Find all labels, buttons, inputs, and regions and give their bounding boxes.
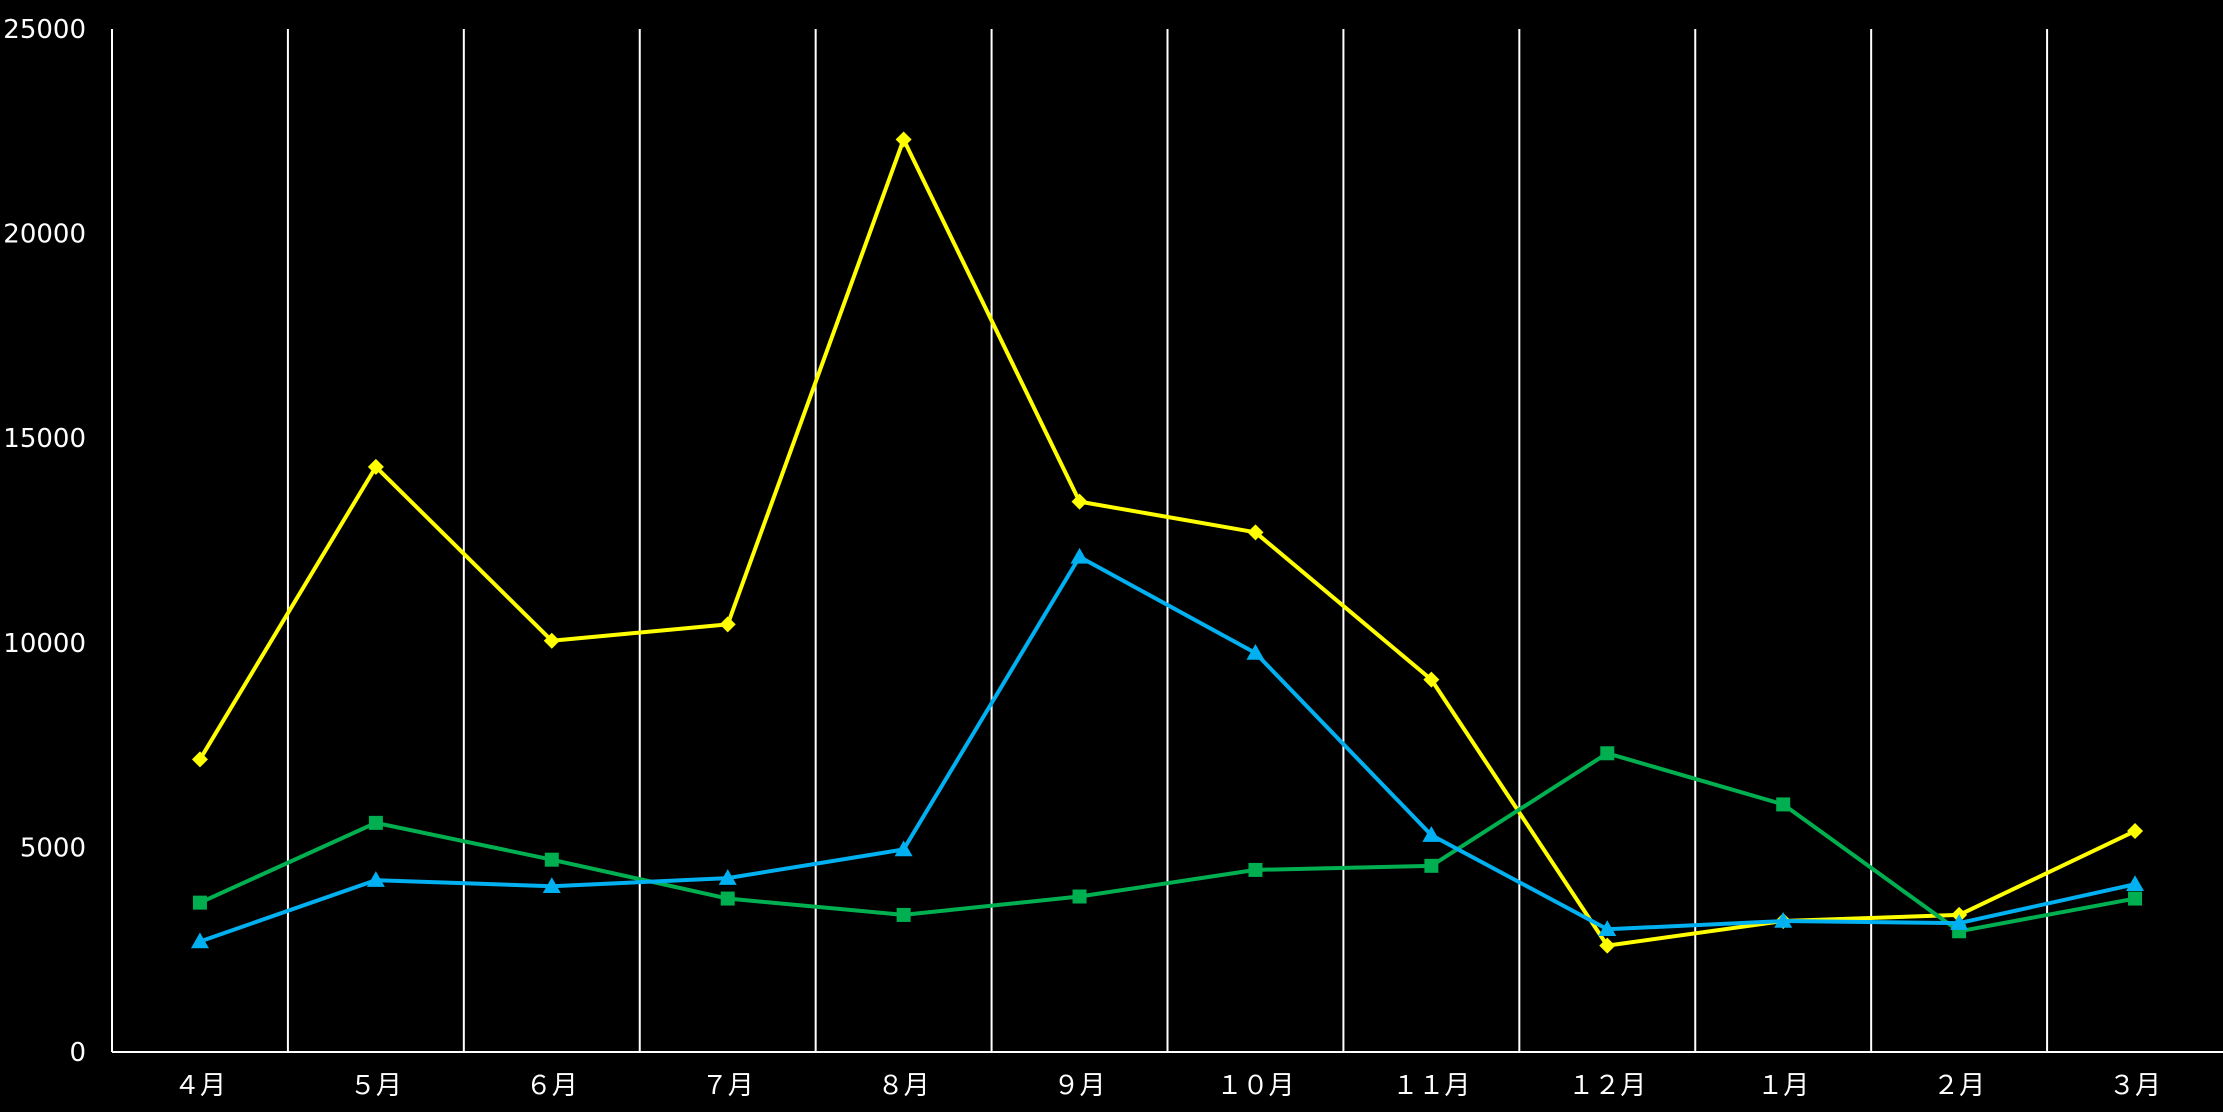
data-point [367,458,384,475]
x-tick-label: ７月 [702,1071,754,1101]
data-point [1598,920,1617,936]
x-tick-label: ６月 [526,1071,578,1101]
data-point [2128,891,2143,906]
data-point [1422,826,1441,842]
data-point [2126,875,2145,891]
y-tick-label: 25000 [3,15,86,45]
series-lines [190,131,2145,954]
data-point [718,869,737,885]
x-tick-label: １０月 [1216,1071,1294,1101]
x-tick-label: ５月 [350,1071,402,1101]
data-point [896,907,911,922]
x-tick-label: ９月 [1054,1071,1106,1101]
data-point [1599,937,1616,954]
data-point [191,751,208,768]
data-point [1774,912,1793,928]
x-tick-label: ８月 [878,1071,930,1101]
y-tick-labels: 0 5000 10000 15000 20000 25000 [3,15,86,1068]
data-point [1950,914,1969,930]
data-point [895,131,912,148]
series-square [192,746,2143,939]
x-tick-label: ２月 [1933,1071,1985,1101]
data-point [190,932,209,949]
data-point [1070,547,1089,564]
y-tick-label: 0 [69,1038,86,1068]
y-tick-label: 10000 [3,629,86,659]
x-tick-labels: ４月 ５月 ６月 ７月 ８月 ９月 １０月 １１月 １２月 １月 ２月 ３月 [174,1071,2161,1101]
data-point [720,891,735,906]
data-point [1072,889,1087,904]
data-point [544,852,559,867]
y-tick-label: 5000 [20,833,86,863]
data-point [543,632,560,649]
data-point [192,895,207,910]
data-point [1248,862,1263,877]
vertical-gridlines [286,29,2049,1052]
x-tick-label: ３月 [2109,1071,2161,1101]
series-line [199,751,2136,934]
y-tick-label: 20000 [3,220,86,250]
data-point [1423,671,1440,688]
x-tick-label: １２月 [1568,1071,1646,1101]
data-point [1247,524,1264,541]
x-tick-label: １１月 [1392,1071,1470,1101]
series-line [199,554,2136,944]
y-tick-label: 15000 [3,424,86,454]
x-tick-label: ４月 [174,1071,226,1101]
data-point [1071,493,1088,510]
data-point [2127,823,2144,840]
data-point [1424,858,1439,873]
data-point [368,815,383,830]
data-point [366,871,385,887]
axes [111,29,2223,1053]
data-point [542,877,561,894]
x-tick-label: １月 [1757,1071,1809,1101]
data-point [1246,644,1265,660]
data-point [894,840,913,857]
data-point [1600,746,1615,761]
data-point [719,616,736,633]
data-point [1776,797,1791,812]
series-triangle [190,547,2145,949]
